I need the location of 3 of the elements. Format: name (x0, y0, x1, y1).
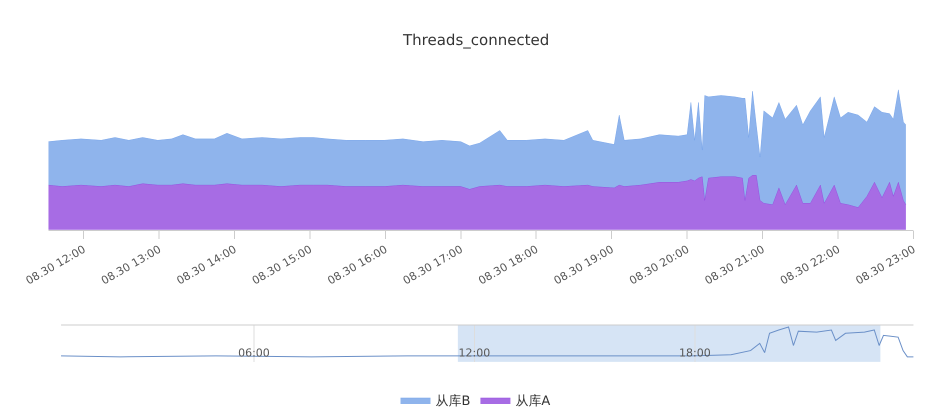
legend-label: 从库B (436, 394, 470, 410)
chart-title: Threads_connected (402, 31, 550, 49)
legend-label: 从库A (515, 394, 550, 410)
